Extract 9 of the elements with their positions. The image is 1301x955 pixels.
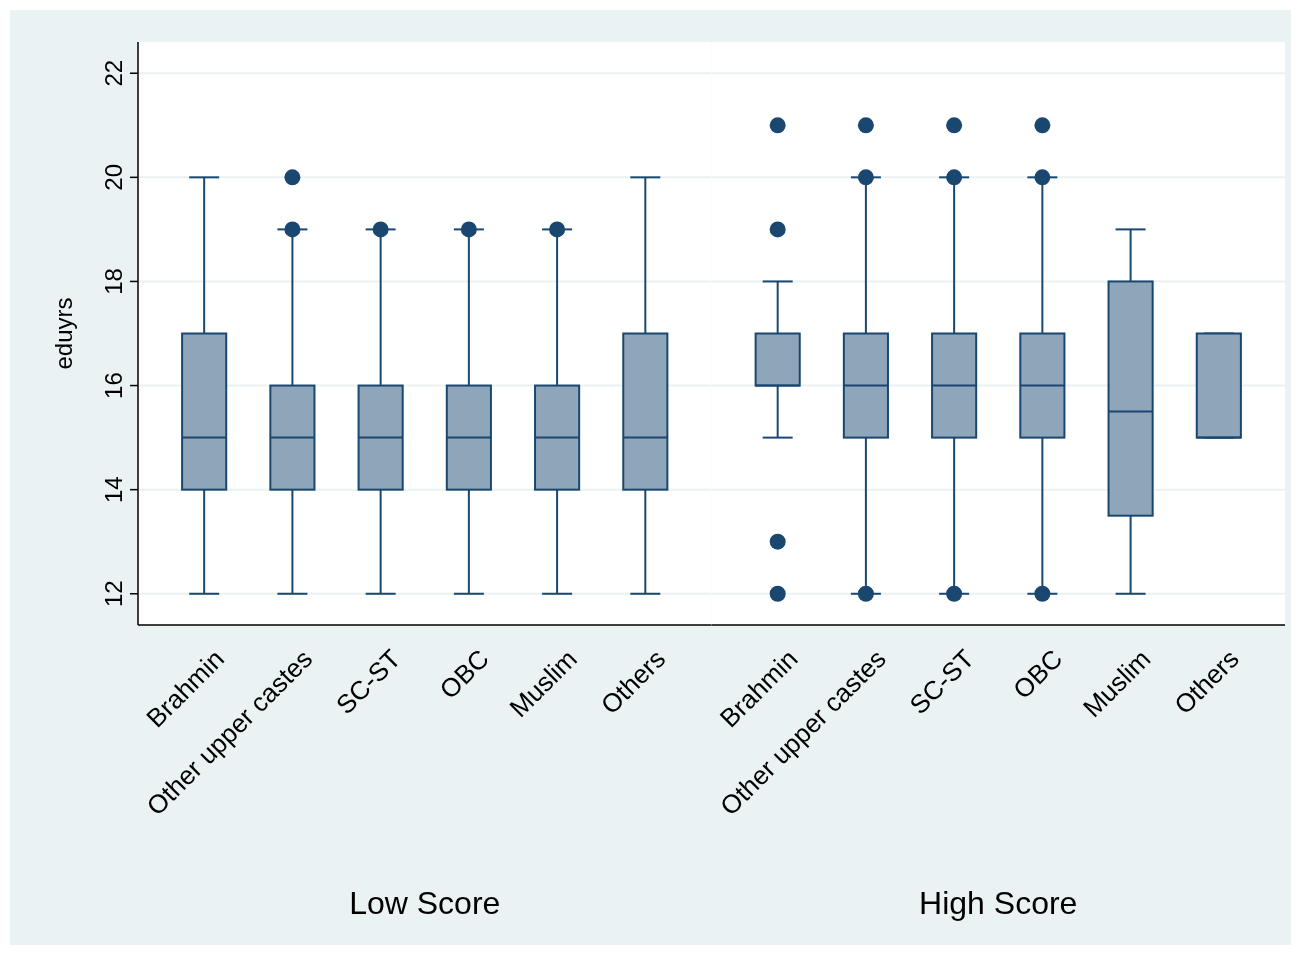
y-tick-label: 20 bbox=[100, 163, 127, 191]
y-axis-title: eduyrs bbox=[50, 297, 77, 370]
y-tick-label: 12 bbox=[100, 580, 127, 608]
y-tick-label: 22 bbox=[100, 59, 127, 87]
y-tick-label: 16 bbox=[100, 372, 127, 399]
y-tick-label: 18 bbox=[100, 268, 127, 295]
y-tick-label: 14 bbox=[100, 476, 127, 504]
x-axis-title: High Score bbox=[919, 885, 1078, 921]
x-axis-title: Low Score bbox=[349, 885, 501, 921]
